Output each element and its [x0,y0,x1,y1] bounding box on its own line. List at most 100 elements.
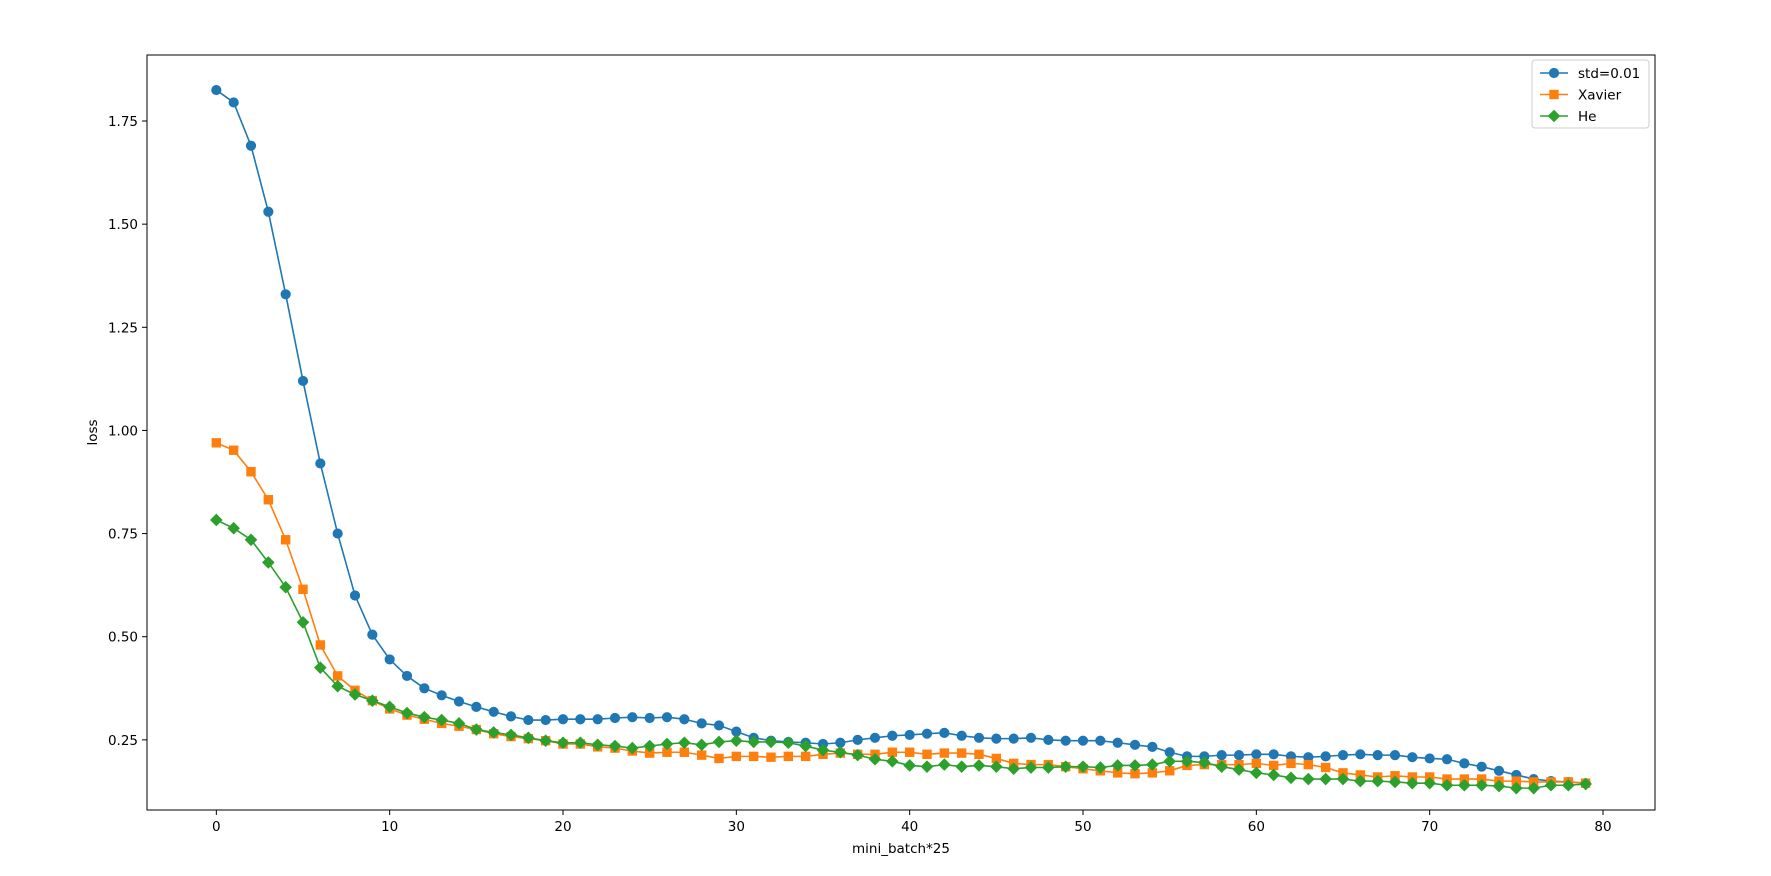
legend-item: He [1540,109,1596,125]
data-point [747,735,760,749]
data-point [470,723,483,736]
data-point [227,521,240,535]
data-point [331,679,344,693]
data-point [1076,760,1090,773]
data-point [1251,749,1262,760]
data-point [1250,766,1263,780]
data-point [349,590,361,601]
data-point [991,733,1002,744]
legend-label: std=0.01 [1578,66,1640,82]
data-point [522,731,535,745]
data-point [262,556,275,569]
data-point [575,714,586,725]
data-point [748,751,759,762]
data-point [228,97,239,108]
data-point [1441,754,1453,765]
series-0 [211,84,1591,789]
data-point [956,730,967,741]
data-point [712,735,726,749]
data-point [1128,759,1142,772]
data-point [211,84,222,96]
data-point [435,713,448,727]
data-point [419,683,430,694]
data-point [297,375,309,387]
data-point [384,654,395,665]
data-point [591,738,604,752]
data-point [1407,752,1418,763]
data-point [314,661,327,674]
x-tick-label: 40 [901,819,918,835]
data-point [1320,762,1331,773]
data-point [1475,778,1488,792]
data-point [626,741,639,755]
data-point [452,717,466,730]
data-point [228,445,239,455]
data-point [1164,766,1175,776]
data-point [920,760,934,773]
data-point [1147,741,1158,752]
data-point [1129,739,1141,750]
y-tick-label: 1.75 [108,114,138,130]
data-point [1544,778,1558,792]
data-point [332,528,343,539]
data-point [1268,760,1279,771]
legend-box [1531,59,1650,129]
data-point [280,289,291,300]
data-point [661,712,673,723]
data-point [904,729,915,741]
legend-marker [1549,89,1559,100]
data-point [557,714,569,725]
data-point [800,751,811,762]
data-point [609,712,621,724]
data-point [1527,781,1540,795]
data-point [1389,750,1401,761]
data-point [956,748,967,758]
data-point [955,760,968,773]
data-point [714,753,724,764]
data-point [696,718,707,729]
x-tick-label: 20 [554,819,571,835]
plot-frame [146,54,1656,811]
data-point [1562,778,1575,792]
data-point [1094,761,1107,774]
data-point [1007,762,1020,776]
data-point [1510,781,1523,795]
data-point [730,734,743,747]
y-tick-label: 0.50 [108,630,138,646]
data-point [1180,755,1194,768]
data-point [539,734,552,747]
data-point [1337,750,1349,761]
legend-label: Xavier [1578,88,1622,104]
data-point [1493,765,1505,776]
data-point [679,747,690,757]
x-tick-label: 50 [1074,819,1091,835]
data-point [834,745,847,759]
data-point [696,750,707,760]
data-point [1233,750,1245,761]
data-point [1025,732,1037,743]
data-point [471,701,482,712]
data-point [400,706,414,720]
data-point [799,739,812,753]
legend-marker [1547,109,1561,123]
data-point [1355,749,1366,760]
data-point [263,495,274,505]
data-point [1372,750,1383,761]
data-point [1267,768,1280,782]
data-point [1095,735,1106,746]
x-tick-label: 30 [728,819,745,835]
data-point [1424,753,1435,764]
series-2 [210,513,1592,795]
data-point [660,737,674,751]
data-point [869,732,881,743]
data-point [1459,758,1470,769]
data-point [1579,777,1592,791]
y-axis: 0.25 0.50 0.75 1.00 1.25 1.50 1.75 [108,114,147,749]
data-point [678,736,691,750]
data-point [1406,776,1419,790]
data-point [1268,749,1279,760]
data-point [922,749,932,760]
data-point [608,739,622,753]
data-point [1146,758,1159,771]
